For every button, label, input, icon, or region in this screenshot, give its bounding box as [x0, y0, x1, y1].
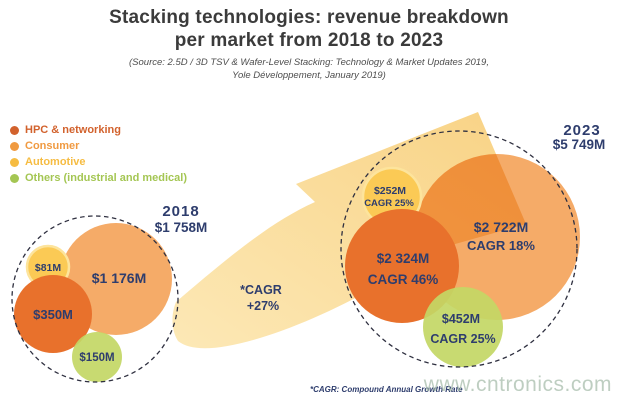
legend-item-others: Others (industrial and medical)	[10, 172, 187, 184]
arrow-cagr-line2: +27%	[247, 299, 279, 313]
cagr-footnote: *CAGR: Compound Annual Growth Rate	[310, 385, 463, 394]
cagr-2023-automotive: CAGR 25%	[364, 198, 414, 209]
legend-label-automotive: Automotive	[25, 156, 86, 168]
legend: HPC & networking Consumer Automotive Oth…	[10, 124, 187, 188]
page-title-line1: Stacking technologies: revenue breakdown	[109, 7, 509, 28]
cluster-outline-2018	[11, 215, 179, 383]
source-note: (Source: 2.5D / 3D TSV & Wafer-Level Sta…	[0, 57, 618, 83]
arrow-cagr-line1: *CAGR	[240, 283, 282, 297]
page-title: Stacking technologies: revenue breakdown…	[0, 7, 618, 53]
legend-label-others: Others (industrial and medical)	[25, 172, 187, 184]
value-2023-hpc: $2 324M	[377, 251, 430, 266]
watermark-text: www.cntronics.com	[423, 373, 612, 396]
legend-label-hpc: HPC & networking	[25, 124, 121, 136]
year-label-2018: 2018	[162, 203, 199, 220]
cagr-2023-others: CAGR 25%	[430, 332, 495, 346]
bubble-2023-hpc	[345, 209, 459, 323]
bubble-2018-hpc	[14, 275, 92, 353]
value-2023-automotive: $252M	[374, 185, 406, 197]
bubble-2018-others	[72, 332, 122, 382]
cluster-outline-2023	[340, 130, 578, 368]
year-label-2023: 2023	[563, 122, 600, 139]
legend-dot-others-icon	[10, 173, 19, 183]
source-note-line2: Yole Développement, January 2019)	[232, 69, 386, 81]
page-title-line2: per market from 2018 to 2023	[174, 29, 444, 51]
legend-dot-automotive-icon	[10, 157, 19, 167]
bubble-2023-others	[423, 287, 503, 367]
total-label-2018: $1 758M	[155, 220, 208, 235]
legend-dot-consumer-icon	[10, 141, 19, 151]
value-2018-hpc: $350M	[33, 307, 73, 322]
total-label-2023: $5 749M	[553, 137, 606, 152]
legend-label-consumer: Consumer	[25, 140, 80, 152]
cagr-2023-consumer: CAGR 18%	[467, 238, 535, 253]
legend-dot-hpc-icon	[10, 125, 19, 135]
value-2018-consumer: $1 176M	[92, 270, 146, 286]
cagr-2023-hpc: CAGR 46%	[368, 272, 439, 287]
legend-item-consumer: Consumer	[10, 140, 187, 152]
value-2018-others: $150M	[79, 352, 114, 364]
legend-item-automotive: Automotive	[10, 156, 187, 168]
growth-arrow	[172, 112, 526, 349]
value-2023-consumer: $2 722M	[474, 219, 528, 235]
source-note-line1: (Source: 2.5D / 3D TSV & Wafer-Level Sta…	[129, 57, 489, 68]
value-2018-automotive: $81M	[35, 262, 62, 274]
legend-item-hpc: HPC & networking	[10, 124, 187, 136]
value-2023-others: $452M	[442, 312, 480, 326]
